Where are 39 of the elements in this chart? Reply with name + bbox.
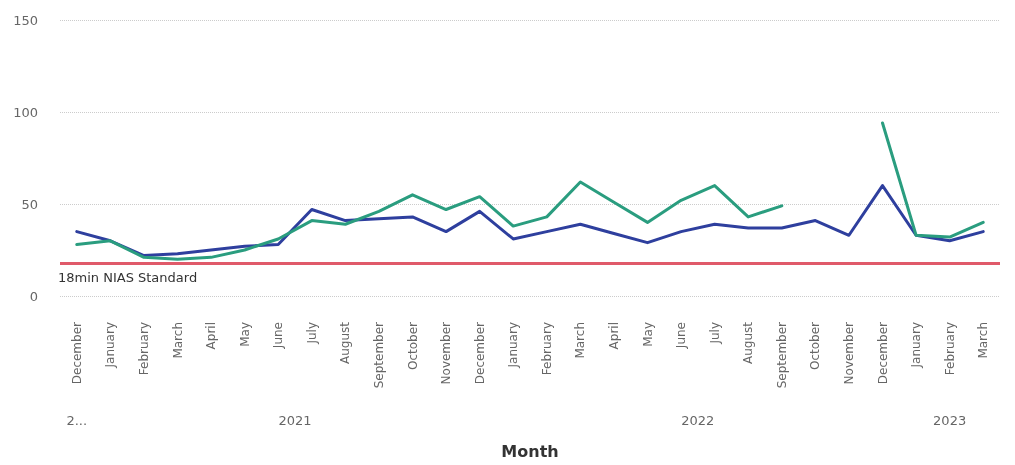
y-tick-label: 150 [13, 12, 38, 28]
y-tick-label: 100 [13, 104, 38, 120]
x-tick-label: February [539, 322, 554, 376]
x-tick-label: May [237, 322, 252, 347]
x-tick-label: October [808, 321, 823, 371]
x-tick-label: December [69, 321, 84, 385]
x-tick-label: July [707, 322, 722, 345]
line-series [75, 184, 985, 258]
x-tick-label: May [640, 322, 655, 347]
x-tick-label: July [304, 322, 319, 345]
x-tick-label: August [741, 321, 756, 364]
x-tick-label: January [909, 322, 924, 369]
text: 2... [66, 412, 88, 428]
x-tick-label: March [976, 322, 991, 359]
x-tick-label: November [841, 321, 856, 385]
x-tick-label: September [774, 321, 789, 389]
x-tick-label: February [136, 322, 151, 376]
x-tick-label: June [674, 322, 689, 350]
text: 2022 [681, 412, 715, 428]
x-tick-label: August [338, 321, 353, 364]
x-tick-label: January [103, 322, 118, 369]
x-tick-label: April [204, 322, 219, 350]
ref-line-label: 18min NIAS Standard [58, 269, 198, 285]
x-tick-label: January [506, 322, 521, 369]
x-tick-label: April [606, 322, 621, 350]
x-tick-label: March [170, 322, 185, 359]
x-tick-label: June [271, 322, 286, 350]
text: 2021 [278, 412, 312, 428]
x-tick-label: September [371, 321, 386, 389]
y-tick-label: 0 [29, 288, 38, 304]
x-tick-label: October [405, 321, 420, 371]
x-tick-label: March [573, 322, 588, 359]
x-tick-label: November [439, 321, 454, 385]
x-axis-title: Month [501, 441, 559, 461]
x-tick-label: December [472, 321, 487, 385]
x-tick-label: December [875, 321, 890, 385]
x-tick-label: February [942, 322, 957, 376]
y-tick-label: 50 [21, 196, 38, 212]
text: 2023 [933, 412, 967, 428]
